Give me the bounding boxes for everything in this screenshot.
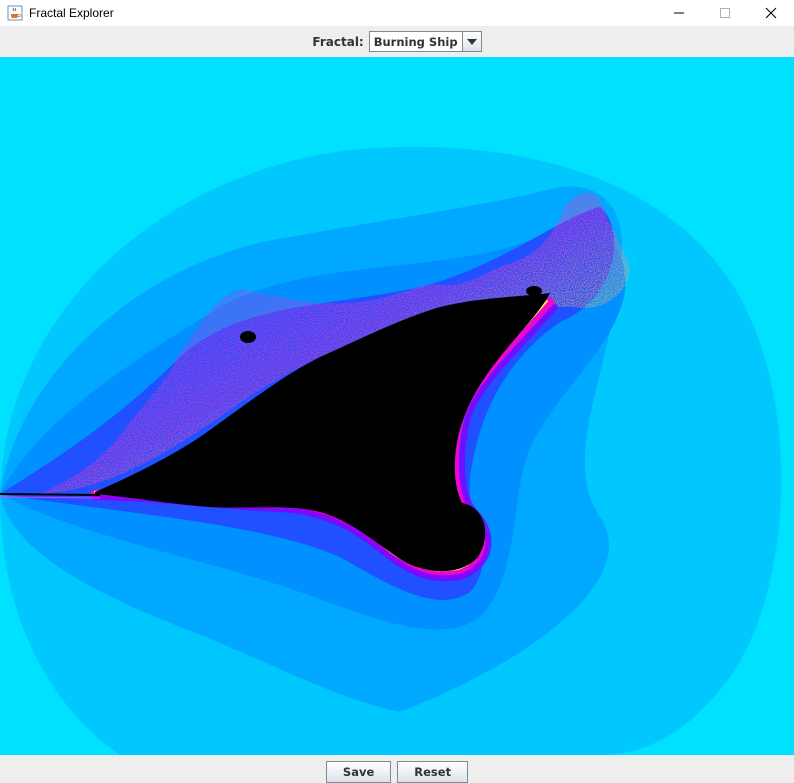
fractal-set-bulb-right [526, 286, 542, 296]
fractal-select-value: Burning Ship [369, 32, 463, 51]
minimize-button[interactable] [656, 0, 702, 26]
save-button[interactable]: Save [325, 761, 392, 783]
fractal-select[interactable]: Burning Ship [368, 31, 482, 52]
fractal-set-bulb [240, 331, 256, 343]
close-button[interactable] [748, 0, 794, 26]
reset-button[interactable]: Reset [397, 761, 469, 783]
fractal-fringe [40, 192, 630, 494]
maximize-icon [720, 8, 730, 18]
fractal-edge-purple [92, 304, 558, 582]
fractal-label: Fractal: [312, 34, 364, 49]
window-title: Fractal Explorer [29, 6, 114, 20]
fractal-antenna-glow [0, 496, 101, 499]
close-icon [765, 7, 777, 19]
fractal-toolbar: Fractal: Burning Ship [0, 26, 794, 57]
maximize-button[interactable] [702, 0, 748, 26]
fractal-antenna [0, 493, 101, 496]
minimize-icon [674, 12, 684, 14]
fractal-set-interior [95, 293, 550, 572]
button-bar: Save Reset [0, 755, 794, 783]
title-bar: Fractal Explorer [0, 0, 794, 26]
fractal-canvas[interactable] [0, 57, 794, 755]
java-cup-icon [7, 5, 23, 21]
chevron-down-icon[interactable] [462, 32, 481, 51]
